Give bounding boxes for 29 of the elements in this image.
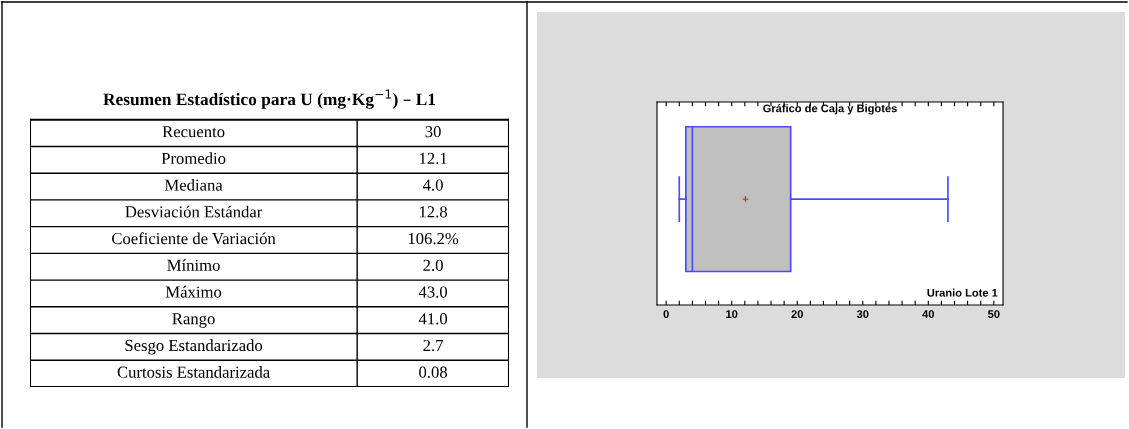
x-tick-label: 30 (856, 310, 869, 319)
text: 4.0 (422, 179, 443, 191)
category-label: Promedio (161, 152, 226, 164)
category-label: Mínimo (167, 259, 220, 271)
category-label: Coeficiente de Variación (112, 232, 276, 245)
category-label: Máximo (165, 285, 222, 298)
x-tick-label: 10 (726, 310, 738, 319)
text: 0.08 (419, 366, 448, 378)
text: 12.1 (419, 152, 447, 165)
category-label: Curtosis Estandarizada (117, 366, 270, 378)
x-tick-label: 20 (791, 310, 803, 319)
chart-title: Gráfico de Caja y Bigotes (763, 104, 897, 115)
text: 30 (425, 126, 441, 138)
text: 2.0 (423, 259, 443, 271)
text: 12.8 (419, 206, 448, 218)
category-label: Desviación Estándar (125, 205, 263, 218)
text: 43.0 (418, 286, 448, 298)
text: 106.2% (408, 232, 459, 245)
x-tick-label: 50 (987, 310, 1000, 319)
text: 2.7 (423, 339, 444, 352)
text: 41.0 (418, 313, 448, 325)
x-tick-label: 0 (663, 310, 669, 319)
text: Resumen Estadístico para U (mg·Kg$^{−1}$) – L1 (103, 89, 436, 109)
annotation: Uranio Lote 1 (927, 288, 998, 297)
category-label: Sesgo Estandarizado (125, 339, 263, 355)
x-tick-label: 40 (922, 310, 935, 319)
category-label: Recuento (162, 126, 225, 138)
category-label: Mediana (164, 178, 223, 191)
category-label: Rango (172, 313, 215, 328)
